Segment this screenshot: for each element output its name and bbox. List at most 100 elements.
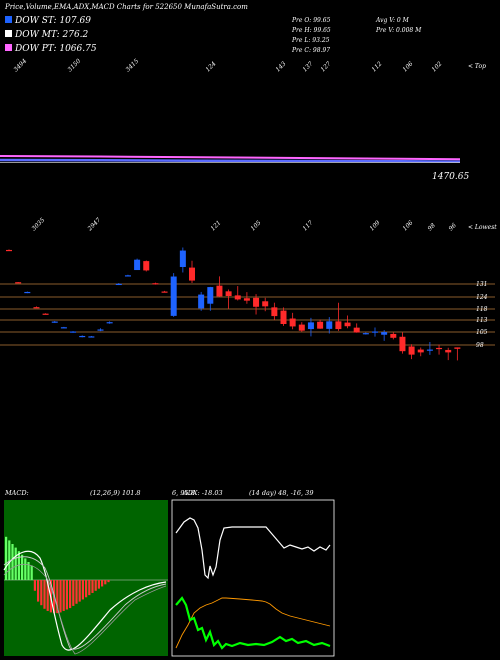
macd-values: 6, 95.8	[172, 489, 195, 497]
volume-top-labels: 3494 3150 3415 124 143 137 127 112 106 1…	[12, 58, 486, 74]
candle-body	[326, 321, 333, 329]
adx-panel: ADX: -18.03 (14 day) 48, -16, 39	[171, 489, 335, 657]
macd-histogram-bar	[88, 580, 91, 596]
top-label: 121	[209, 219, 222, 232]
plus-di-line	[175, 597, 331, 649]
candle-body	[381, 332, 388, 335]
top-label: 102	[430, 60, 443, 73]
candle-body	[298, 324, 305, 331]
candle-body	[399, 336, 406, 352]
top-label: 137	[301, 60, 314, 73]
macd-histogram-bar	[5, 536, 8, 580]
ema-pt-line	[0, 155, 461, 161]
macd-histogram-bar	[65, 580, 68, 610]
candle-body	[408, 346, 415, 355]
macd-histogram-bar	[43, 580, 46, 609]
candle-body	[70, 331, 77, 333]
candle-body	[417, 349, 424, 353]
macd-histogram-bar	[107, 580, 110, 583]
candle-body	[344, 322, 351, 327]
macd-signal-line	[3, 556, 167, 650]
candles	[6, 247, 461, 361]
top-label: 124	[204, 60, 217, 73]
top-label: 2947	[86, 217, 103, 234]
candle-body	[134, 259, 141, 271]
macd-histogram-bar	[69, 580, 72, 609]
top-side-label: < Lowest	[468, 224, 497, 231]
top-label: 96	[447, 222, 457, 232]
candle-body	[152, 283, 159, 285]
candle-body	[280, 310, 287, 324]
dow-pt-swatch	[5, 44, 12, 51]
candle-body	[225, 291, 232, 296]
top-label: 105	[249, 219, 262, 232]
candle-body	[115, 283, 122, 286]
top-label: 98	[426, 222, 436, 232]
top-label: 109	[368, 219, 381, 232]
price-top-labels: 3035 2947 121 105 117 109 106 98 96 < Lo…	[30, 217, 497, 234]
macd-params: (12,26,9) 101.8	[90, 489, 141, 497]
top-label: 143	[274, 60, 287, 73]
top-label: 106	[401, 219, 414, 232]
candle-body	[436, 347, 443, 350]
candle-body	[106, 322, 113, 324]
price-panel: 3035 2947 121 105 117 109 106 98 96 < Lo…	[0, 217, 497, 361]
price-level-lines: 131 124 118 113 105 98	[0, 281, 495, 349]
avg-volume: Avg V: 0 M	[375, 17, 410, 24]
top-label: 106	[401, 60, 414, 73]
candle-body	[6, 249, 12, 252]
candle-body	[79, 335, 86, 338]
top-label: 117	[301, 219, 314, 232]
dow-st-swatch	[5, 16, 12, 23]
macd-line	[3, 550, 167, 651]
macd-histogram-bar	[37, 580, 40, 602]
candle-body	[253, 297, 260, 307]
top-label: 3494	[12, 58, 28, 74]
price-level-label: 98	[476, 342, 484, 349]
macd-panel: MACD: (12,26,9) 101.8 6, 95.8	[3, 489, 195, 656]
top-label: 112	[370, 60, 383, 73]
candle-body	[179, 250, 186, 267]
adx-params: (14 day) 48, -16, 39	[249, 489, 313, 497]
chart-title: Price,Volume,EMA,ADX,MACD Charts for 522…	[4, 3, 248, 11]
macd-histogram-bar	[85, 580, 88, 598]
price-level-label: 131	[476, 281, 487, 288]
macd-histogram-bar	[8, 540, 11, 580]
pre-high: Pre H: 99.65	[291, 27, 331, 34]
candle-body	[216, 285, 223, 297]
volume-value-label: 1470.65	[432, 172, 469, 182]
pre-low: Pre L: 93.25	[291, 37, 330, 44]
macd-histogram-bar	[78, 580, 81, 602]
candle-body	[33, 307, 40, 309]
candle-body	[271, 307, 278, 317]
adx-label: ADX: -18.03	[182, 489, 223, 497]
candle-body	[42, 313, 49, 315]
candle-body	[243, 298, 250, 301]
macd-histogram-bar	[27, 562, 30, 580]
candle-body	[198, 294, 205, 309]
candle-body	[335, 321, 342, 330]
macd-histogram-bar	[56, 580, 59, 614]
macd-histogram-bar	[75, 580, 78, 604]
macd-histogram-bar	[24, 558, 27, 580]
candle-body	[289, 318, 296, 327]
macd-histogram-bar	[72, 580, 75, 606]
dow-legend: DOW ST: 107.69 DOW MT: 276.2 DOW PT: 106…	[5, 16, 97, 54]
candle-body	[353, 327, 360, 333]
candle-body	[124, 275, 131, 277]
macd-histogram-bar	[30, 565, 33, 580]
macd-histogram-bar	[17, 551, 20, 580]
candle-body	[445, 349, 452, 353]
price-level-label: 105	[476, 329, 488, 336]
candle-body	[317, 321, 324, 329]
candle-body	[143, 261, 150, 271]
macd-histogram-bar	[91, 580, 94, 593]
dow-st-label: DOW ST: 107.69	[14, 16, 91, 26]
price-stats: Pre O: 99.65 Pre H: 99.65 Pre L: 93.25 P…	[291, 17, 422, 54]
macd-histogram-bar	[46, 580, 49, 611]
candle-body	[390, 333, 397, 338]
candle-body	[189, 267, 195, 281]
macd-histogram-bar	[11, 544, 14, 580]
candle-body	[234, 295, 241, 300]
macd-histogram-bar	[59, 580, 62, 613]
